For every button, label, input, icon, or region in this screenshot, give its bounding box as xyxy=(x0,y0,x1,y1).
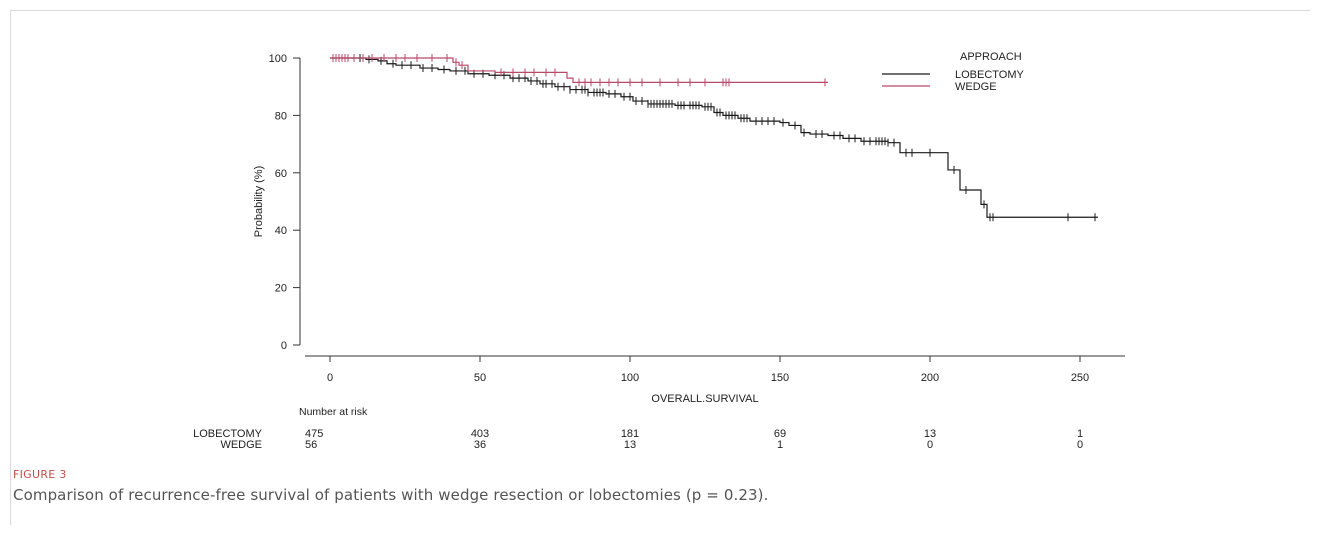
y-tick-label: 40 xyxy=(275,225,287,237)
risk-value: 403 xyxy=(471,428,489,440)
x-tick-label: 50 xyxy=(474,372,486,384)
y-tick-label: 60 xyxy=(275,168,287,180)
y-tick-label: 100 xyxy=(269,53,287,65)
x-tick-label: 100 xyxy=(621,372,639,384)
y-tick-label: 0 xyxy=(281,340,287,352)
risk-value: 13 xyxy=(924,428,936,440)
curve-lobectomy xyxy=(330,57,1098,218)
y-tick-label: 80 xyxy=(275,110,287,122)
risk-value: 181 xyxy=(621,428,639,440)
risk-value: 69 xyxy=(774,428,786,440)
curve-wedge xyxy=(330,57,828,83)
risk-value: 1 xyxy=(1077,428,1083,440)
x-axis-label: OVERALL.SURVIVAL xyxy=(651,393,758,405)
axes: 0 20 40 60 80 100 Probability (%) 0 50 100 150 200 2… xyxy=(253,53,1125,405)
risk-row-label: LOBECTOMY xyxy=(193,428,263,440)
legend-label-lobectomy: LOBECTOMY xyxy=(955,69,1025,81)
figure-frame xyxy=(10,10,1310,525)
y-axis-label: Probability (%) xyxy=(253,166,265,238)
x-tick-label: 200 xyxy=(921,372,939,384)
risk-value: 56 xyxy=(305,439,317,451)
y-tick-label: 20 xyxy=(275,283,287,295)
risk-value: 1 xyxy=(777,439,783,451)
x-tick-label: 0 xyxy=(327,372,333,384)
legend-title: APPROACH xyxy=(960,51,1022,63)
figure-caption: Comparison of recurrence-free survival o… xyxy=(13,486,769,504)
risk-value: 13 xyxy=(624,439,636,451)
risk-value: 0 xyxy=(1077,439,1083,451)
x-tick-label: 150 xyxy=(771,372,789,384)
risk-table-title: Number at risk xyxy=(299,406,368,418)
figure-label: FIGURE 3 xyxy=(13,468,67,481)
risk-value: 0 xyxy=(927,439,933,451)
survival-curves xyxy=(330,54,1098,222)
risk-value: 475 xyxy=(305,428,323,440)
x-tick-label: 250 xyxy=(1071,372,1089,384)
risk-row-label: WEDGE xyxy=(220,439,262,451)
risk-value: 36 xyxy=(474,439,486,451)
legend-label-wedge: WEDGE xyxy=(955,81,997,93)
risk-table: Number at risk LOBECTOMY 475 403 181 69 13 1 WED… xyxy=(193,406,1083,451)
